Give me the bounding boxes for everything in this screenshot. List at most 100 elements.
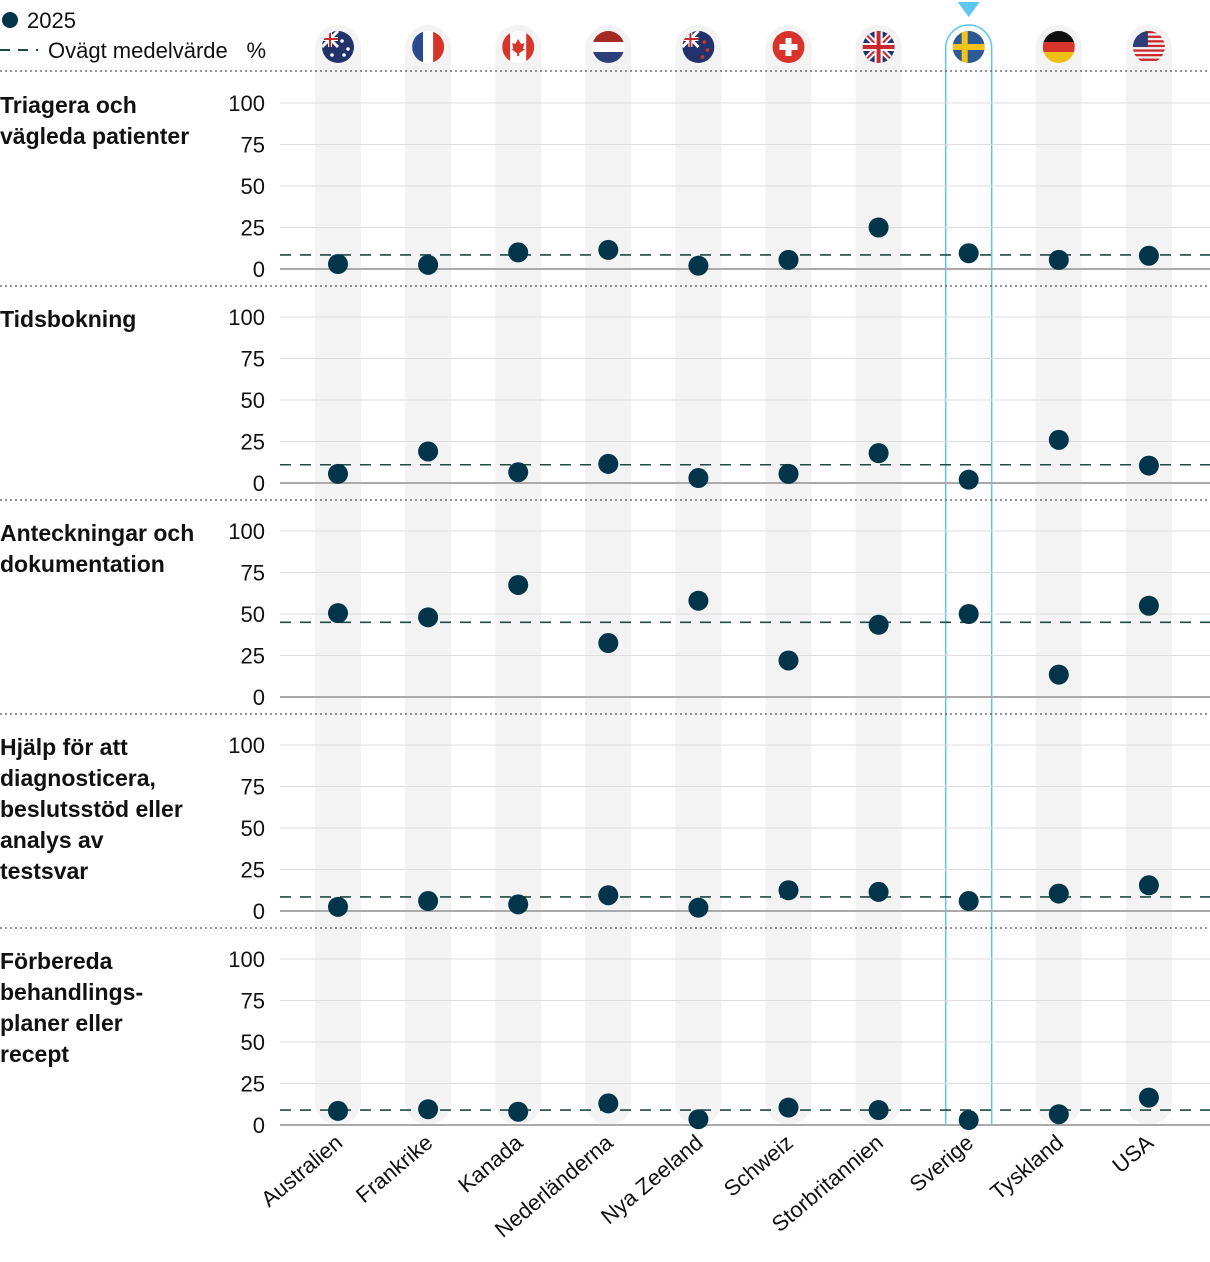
y-tick-label: 75: [241, 561, 265, 586]
panel-title-line: diagnosticera,: [0, 765, 156, 791]
highlight-column-outline: [944, 24, 993, 1125]
data-point-Nederländerna: [598, 1093, 619, 1114]
flag-part: [322, 38, 338, 40]
data-point-Tyskland: [1048, 1104, 1069, 1125]
y-tick-label: 100: [228, 305, 265, 330]
flag-part: [412, 31, 424, 63]
flag-body: [772, 31, 805, 63]
flag-body: [952, 31, 985, 63]
data-point-Sverige: [958, 469, 979, 490]
data-point-USA: [1138, 595, 1159, 616]
us-flag-icon: [1132, 31, 1165, 61]
flag-body: [862, 31, 895, 63]
data-point-Storbritannien: [868, 881, 889, 902]
data-point-Kanada: [508, 574, 529, 595]
flag-part: [592, 31, 625, 42]
data-point-Nederländerna: [598, 239, 619, 260]
flag-part: [1132, 58, 1165, 61]
star: [342, 53, 346, 57]
data-point-Sverige: [958, 891, 979, 912]
flag-part: [433, 31, 445, 63]
nl-flag-icon: [592, 31, 625, 63]
panel-title-line: vägleda patienter: [0, 123, 189, 149]
star: [340, 39, 344, 43]
data-point-Frankrike: [418, 441, 439, 462]
column-band-0: [315, 25, 361, 1125]
data-point-Frankrike: [418, 891, 439, 912]
y-tick-label: 25: [241, 430, 265, 455]
y-tick-label: 25: [241, 858, 265, 883]
y-tick-label: 50: [241, 174, 265, 199]
panel-title-line: Anteckningar och: [0, 520, 194, 546]
legend-dot-icon: [2, 12, 18, 28]
data-point-Schweiz: [778, 249, 799, 270]
y-tick-label: 0: [253, 471, 265, 496]
y-tick-label: 0: [253, 899, 265, 924]
flag-body: [1132, 31, 1165, 61]
panel-title-line: Triagera och: [0, 92, 137, 118]
data-point-Tyskland: [1048, 429, 1069, 450]
x-category-label: Kanada: [453, 1129, 528, 1197]
flag-part: [779, 44, 798, 50]
unit-label: %: [246, 38, 266, 63]
data-point-Storbritannien: [868, 614, 889, 635]
data-point-Sverige: [958, 1110, 979, 1131]
y-tick-label: 50: [241, 816, 265, 841]
data-point-Nya Zeeland: [688, 255, 709, 276]
y-tick-label: 25: [241, 644, 265, 669]
flag-body: [592, 31, 625, 63]
data-point-Frankrike: [418, 607, 439, 628]
y-tick-label: 50: [241, 1030, 265, 1055]
nz-flag-icon: [682, 31, 715, 63]
data-point-USA: [1138, 245, 1159, 266]
data-point-Nya Zeeland: [688, 590, 709, 611]
de-flag-icon: [1042, 31, 1075, 63]
data-point-Tyskland: [1048, 664, 1069, 685]
flag-part: [526, 31, 535, 63]
panel-title-line: recept: [0, 1041, 69, 1067]
flag-part: [682, 38, 699, 40]
column-band-4: [675, 25, 722, 1125]
y-tick-label: 75: [241, 775, 265, 800]
flag-part: [1132, 49, 1165, 52]
data-point-Kanada: [508, 1101, 529, 1122]
data-point-Tyskland: [1048, 249, 1069, 270]
y-tick-label: 75: [241, 133, 265, 158]
panel-title-line: Förbereda: [0, 948, 113, 974]
column-band-1: [405, 25, 452, 1125]
legend-dot-label: 2025: [27, 8, 76, 33]
data-point-Kanada: [508, 462, 529, 483]
panel-title-line: Hjälp för att: [0, 734, 128, 760]
panel-title-line: dokumentation: [0, 551, 165, 577]
column-band-5: [765, 25, 812, 1125]
y-tick-label: 25: [241, 216, 265, 241]
flag-part: [1132, 31, 1165, 34]
data-point-Sverige: [958, 604, 979, 624]
ca-flag-icon: [502, 31, 535, 63]
data-point-Storbritannien: [868, 1100, 889, 1121]
x-category-label: USA: [1107, 1129, 1158, 1177]
data-point-Nya Zeeland: [688, 897, 709, 918]
y-tick-label: 100: [228, 947, 265, 972]
data-point-Schweiz: [778, 1097, 799, 1118]
y-tick-label: 25: [241, 1072, 265, 1097]
panel-2: Anteckningar och dokumentation 0 25 50 75 100: [0, 519, 1210, 710]
data-point-Frankrike: [418, 1099, 439, 1120]
flag-part: [1132, 54, 1165, 57]
data-point-Sverige: [958, 243, 979, 264]
y-tick-label: 75: [241, 989, 265, 1014]
column-band-9: [1125, 25, 1172, 1125]
data-point-Kanada: [508, 894, 529, 915]
y-tick-label: 100: [228, 519, 265, 544]
data-point-Nederländerna: [598, 453, 619, 474]
data-point-Nya Zeeland: [688, 468, 709, 489]
data-point-Storbritannien: [868, 217, 889, 238]
panel-title-line: analys av: [0, 827, 104, 853]
column-band-7: [945, 25, 992, 1125]
data-point-USA: [1138, 455, 1159, 476]
panel-title-line: beslutsstöd eller: [0, 796, 183, 822]
flag-part: [1132, 40, 1165, 43]
panel-3: Hjälp för att diagnosticera, beslutsstöd e…: [0, 733, 1210, 924]
x-category-label: Frankrike: [351, 1130, 437, 1208]
